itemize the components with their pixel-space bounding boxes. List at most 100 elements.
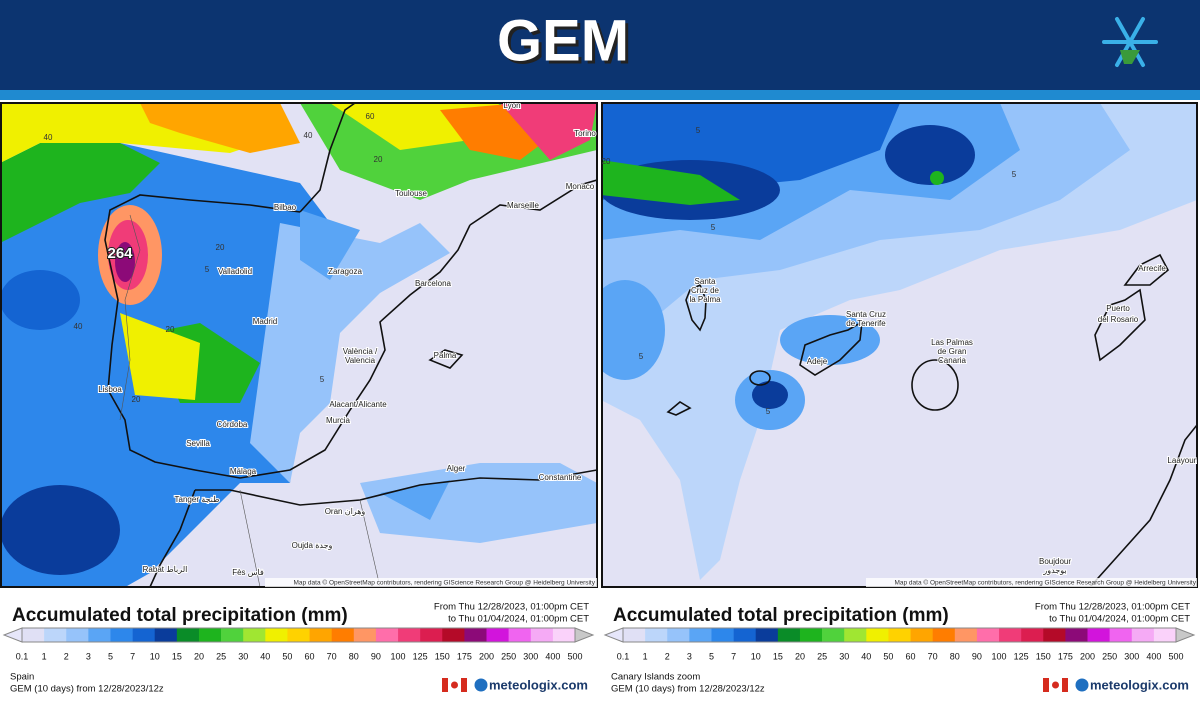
header-bar [0, 0, 1200, 90]
scale-swatch [154, 628, 178, 642]
scale-label: 0.1 [617, 651, 630, 661]
scale-label: 15 [172, 651, 182, 661]
scale-label: 3 [687, 651, 692, 661]
scale-swatch [844, 628, 867, 642]
place-label: Córdoba [217, 420, 248, 429]
scale-label: 175 [457, 651, 472, 661]
contour-label: 20 [602, 157, 611, 166]
scale-swatch [66, 628, 89, 642]
map-canary [602, 103, 1197, 587]
contour-label: 5 [711, 223, 716, 232]
place-label: Sevilla [186, 439, 210, 448]
scale-swatch [1087, 628, 1110, 642]
scale-label: 70 [928, 651, 938, 661]
place-label: Las Palmas [931, 338, 973, 347]
scale-swatch [486, 628, 509, 642]
place-label: Bilbao [274, 203, 297, 212]
scale-label: 90 [371, 651, 381, 661]
scale-swatch [44, 628, 67, 642]
scale-swatch [999, 628, 1022, 642]
contour-label: 40 [304, 131, 313, 140]
place-label: Marseille [507, 201, 540, 210]
attribution-bg [265, 578, 597, 587]
attribution: Map data © OpenStreetMap contributors, r… [293, 579, 595, 587]
contour-label: 20 [166, 325, 175, 334]
legend-title: Accumulated total precipitation (mm) [12, 605, 348, 626]
scale-swatch [442, 628, 465, 642]
scale-swatch [932, 628, 956, 642]
scale-label: 5 [108, 651, 113, 661]
scale-label: 50 [883, 651, 893, 661]
scale-swatch [221, 628, 244, 642]
place-label: Valencia [345, 356, 376, 365]
scale-label: 1 [42, 651, 47, 661]
legend-title: Accumulated total precipitation (mm) [613, 605, 949, 626]
scale-swatch [1043, 628, 1066, 642]
scale-swatch [1021, 628, 1044, 642]
scale-swatch [689, 628, 712, 642]
place-label: Toulouse [395, 189, 428, 198]
period: to Thu 01/04/2024, 01:00pm CET [448, 614, 589, 625]
scale-swatch [1131, 628, 1155, 642]
scale-label: 40 [861, 651, 871, 661]
title-shadow: GEM [500, 11, 632, 76]
scale-swatch [755, 628, 779, 642]
scale-swatch [265, 628, 288, 642]
scale-label: 80 [349, 651, 359, 661]
scale-label: 300 [1124, 651, 1139, 661]
contour-label: 60 [366, 112, 375, 121]
scale-label: 100 [391, 651, 406, 661]
scale-swatch [552, 628, 576, 642]
place-label: Canaria [938, 356, 967, 365]
contour-label: 5 [639, 352, 644, 361]
contour-label: 264 [107, 245, 133, 262]
contour-label: 20 [374, 155, 383, 164]
scale-swatch [866, 628, 889, 642]
scale-label: 10 [751, 651, 761, 661]
model-run: GEM (10 days) from 12/28/2023/12z [611, 684, 765, 695]
scale-swatch [667, 628, 690, 642]
scale-label: 7 [731, 651, 736, 661]
scale-label: 100 [992, 651, 1007, 661]
scale-swatch [110, 628, 133, 642]
place-label: Valladolid [218, 267, 252, 276]
attribution: Map data © OpenStreetMap contributors, r… [894, 579, 1196, 587]
place-label: Oujda وجدة [292, 541, 333, 550]
scale-over [1175, 627, 1196, 643]
place-label: Constantine [539, 473, 582, 482]
panel: 40 40 60 20 20 5 40 20 5 20 264 Lyon Torino Monaco Tou… [44, 101, 597, 587]
scale-under [2, 627, 23, 643]
scale-swatch [398, 628, 421, 642]
region: Spain [10, 672, 34, 683]
place-label: Boujdour [1039, 557, 1071, 566]
place-label: València / [343, 347, 378, 356]
scale-label: 500 [567, 651, 582, 661]
scale-label: 300 [523, 651, 538, 661]
scale-label: 30 [839, 651, 849, 661]
scale-label: 90 [972, 651, 982, 661]
dynamic-layer: 40 40 60 20 20 5 40 20 5 20 264 Lyon Torino Monaco Tou… [2, 101, 1197, 695]
scale-swatch [1065, 628, 1088, 642]
scale-under [603, 627, 624, 643]
place-label: Lisboa [98, 385, 122, 394]
place-label: Santa [695, 277, 716, 286]
scale-swatch [287, 628, 310, 642]
scale-label: 200 [1080, 651, 1095, 661]
scale-label: 2 [64, 651, 69, 661]
scale-swatch [799, 628, 823, 642]
place-label: Lyon [503, 101, 520, 110]
scale-swatch [309, 628, 332, 642]
period: From Thu 12/28/2023, 01:00pm CET [1035, 602, 1190, 613]
scale-label: 200 [479, 651, 494, 661]
contour-label: 5 [1012, 170, 1017, 179]
scale-label: 15 [773, 651, 783, 661]
scale-label: 150 [1036, 651, 1051, 661]
scale-swatch [530, 628, 554, 642]
scale-over [574, 627, 595, 643]
brand-icon [474, 678, 488, 692]
scale-label: 250 [1102, 651, 1117, 661]
scale-frame [21, 627, 576, 643]
scale-swatch [132, 628, 156, 642]
scale-swatch [1153, 628, 1177, 642]
